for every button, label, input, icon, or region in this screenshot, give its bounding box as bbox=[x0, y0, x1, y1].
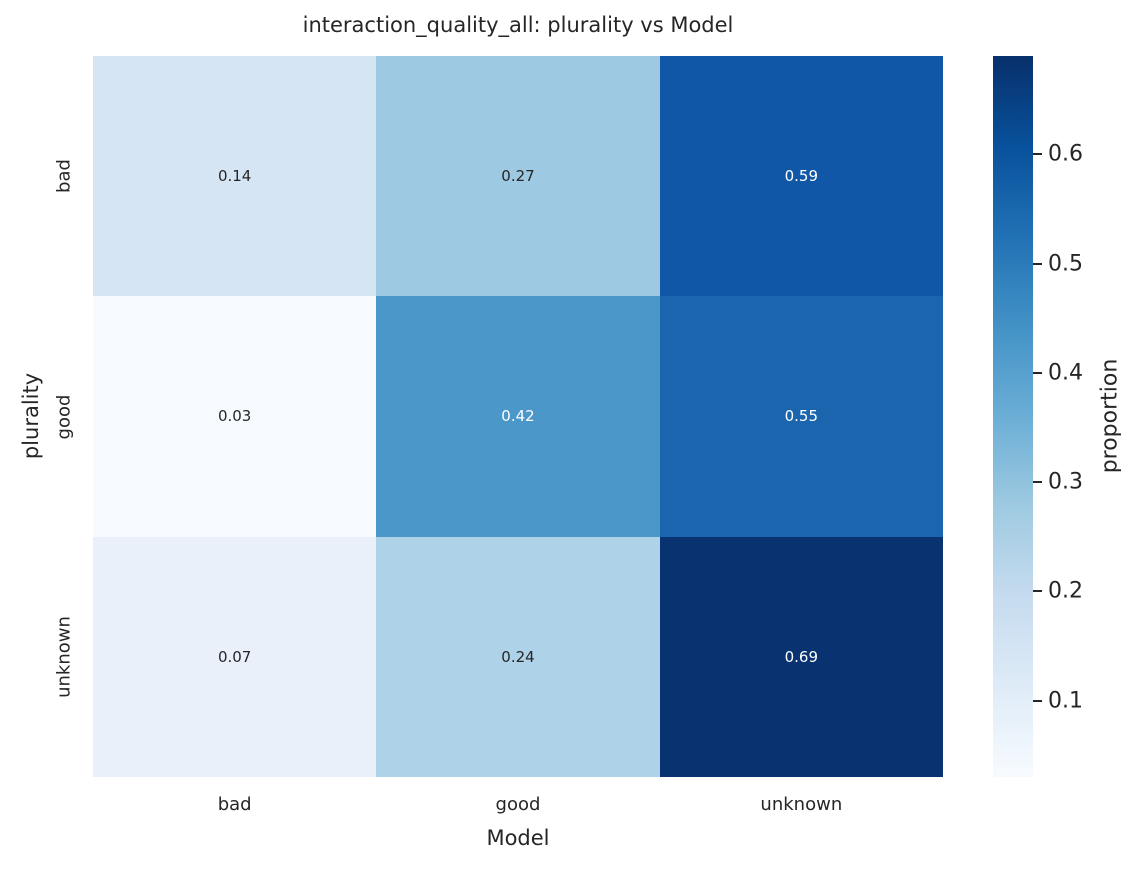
cell-value: 0.69 bbox=[784, 647, 819, 666]
heatmap-cell: 0.24 bbox=[376, 536, 660, 777]
colorbar-label: proportion bbox=[1097, 358, 1123, 474]
y-axis-label: plurality bbox=[19, 372, 43, 460]
y-tick-label: good bbox=[53, 394, 75, 439]
cell-value: 0.14 bbox=[217, 167, 252, 186]
heatmap-cell: 0.59 bbox=[659, 56, 943, 297]
colorbar-tick-label: 0.4 bbox=[1048, 360, 1083, 386]
cell-value: 0.24 bbox=[501, 647, 535, 666]
cell-value: 0.27 bbox=[501, 167, 535, 186]
colorbar-tick-mark bbox=[1033, 153, 1042, 156]
x-tick-label: unknown bbox=[760, 794, 843, 815]
heatmap-cell: 0.03 bbox=[93, 296, 377, 537]
colorbar-gradient bbox=[993, 56, 1033, 777]
cell-value: 0.59 bbox=[784, 167, 819, 186]
colorbar-tick-label: 0.2 bbox=[1048, 578, 1083, 604]
y-tick-label: unknown bbox=[53, 615, 75, 698]
heatmap-cell: 0.27 bbox=[376, 56, 660, 297]
colorbar-tick-label: 0.1 bbox=[1048, 688, 1083, 714]
cell-value: 0.55 bbox=[784, 407, 819, 426]
cell-value: 0.42 bbox=[501, 407, 535, 426]
colorbar-tick-label: 0.3 bbox=[1048, 469, 1083, 495]
heatmap-cell: 0.14 bbox=[93, 56, 377, 297]
colorbar-tick-mark bbox=[1033, 481, 1042, 484]
heatmap-cell: 0.69 bbox=[659, 536, 943, 777]
colorbar-tick-mark bbox=[1033, 590, 1042, 593]
heatmap-cell: 0.55 bbox=[659, 296, 943, 537]
heatmap-grid: 0.14 0.27 0.59 0.03 0.42 0.55 0.07 0.24 0.69 bbox=[93, 56, 943, 777]
x-axis-label: Model bbox=[486, 826, 550, 850]
y-tick-label: bad bbox=[53, 159, 75, 194]
cell-value: 0.03 bbox=[217, 407, 252, 426]
heatmap-cell: 0.07 bbox=[93, 536, 377, 777]
x-tick-label: bad bbox=[217, 794, 252, 815]
cell-value: 0.07 bbox=[217, 647, 252, 666]
colorbar-tick-mark bbox=[1033, 371, 1042, 374]
colorbar-tick-mark bbox=[1033, 699, 1042, 702]
x-tick-label: good bbox=[495, 794, 541, 815]
colorbar-tick-mark bbox=[1033, 262, 1042, 265]
chart-title: interaction_quality_all: plurality vs Mo… bbox=[302, 13, 734, 37]
heatmap-cell: 0.42 bbox=[376, 296, 660, 537]
colorbar-tick-label: 0.5 bbox=[1048, 251, 1083, 277]
colorbar-tick-label: 0.6 bbox=[1048, 141, 1083, 167]
